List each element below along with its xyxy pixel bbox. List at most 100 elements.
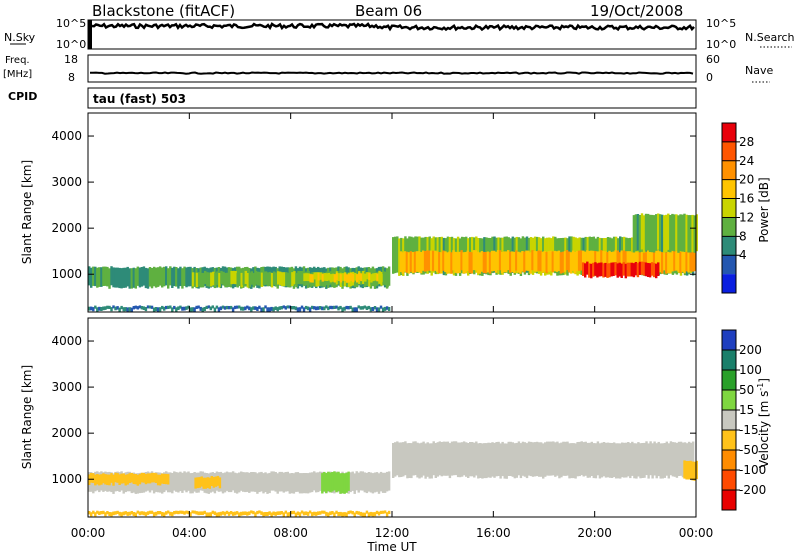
vel-cell: [552, 441, 555, 476]
power-cell: [434, 250, 437, 271]
power-cell: [274, 306, 277, 310]
vel-cell: [687, 461, 690, 480]
vel-cell: [278, 511, 281, 515]
vel-cell: [546, 441, 549, 476]
power-cell: [612, 262, 615, 276]
power-cell: [474, 250, 478, 271]
power-cell: [214, 272, 217, 288]
power-cell: [555, 251, 559, 272]
vel-cell: [292, 473, 296, 494]
vel-cell: [310, 472, 314, 493]
power-cell: [266, 272, 270, 287]
power-cell: [341, 307, 344, 312]
power-cell: [260, 272, 264, 287]
power-cell: [377, 307, 381, 312]
vel-cell: [308, 472, 312, 493]
beam-title: Beam 06: [355, 2, 422, 20]
power-cell: [327, 306, 330, 311]
power-cell: [385, 306, 389, 310]
vel-cell: [655, 443, 658, 479]
colorbar-swatch: [722, 370, 736, 390]
power-cell: [620, 263, 623, 278]
power-cell: [636, 214, 640, 251]
power-cell: [108, 305, 111, 309]
power-cell: [368, 272, 371, 280]
vel-cell: [214, 476, 218, 487]
colorbar-tick-label: 8: [739, 229, 747, 243]
power-cell: [644, 213, 648, 251]
vel-cell: [148, 510, 152, 514]
vel-cell: [298, 473, 302, 494]
vel-cell: [689, 460, 692, 480]
power-cell: [193, 307, 196, 312]
power-cell: [88, 266, 91, 286]
vel-cell: [592, 443, 596, 479]
power-cell: [276, 307, 279, 312]
vel-cell: [167, 510, 170, 514]
vel-cell: [229, 472, 233, 493]
power-cell: [626, 262, 630, 277]
power-cell: [559, 252, 563, 274]
power-ytick-label: 3000: [51, 175, 82, 189]
vel-cell: [110, 473, 113, 483]
power-cell: [195, 305, 198, 309]
vel-cell: [260, 471, 263, 492]
vel-cell: [191, 473, 194, 494]
power-cell: [693, 215, 696, 253]
power-cell: [240, 272, 243, 288]
power-cell: [136, 306, 140, 310]
power-cell: [163, 306, 166, 311]
power-cell: [102, 266, 105, 286]
power-cell: [173, 266, 176, 287]
vel-cell: [345, 512, 348, 517]
power-ylabel: Slant Range [km]: [20, 160, 34, 264]
power-cell: [430, 250, 433, 271]
power-cell: [582, 250, 585, 271]
vel-cell: [357, 511, 360, 515]
power-cell: [120, 305, 123, 310]
colorbar-tick-label: -200: [739, 483, 766, 497]
power-cell: [154, 267, 158, 288]
vel-cell: [353, 473, 356, 494]
vel-cell: [590, 441, 594, 476]
power-cell: [124, 267, 127, 288]
power-cell: [675, 250, 678, 271]
vel-cell: [126, 474, 129, 485]
vel-cell: [208, 477, 212, 489]
vel-cell: [424, 443, 427, 479]
power-cell: [138, 267, 142, 288]
time-tick-label: 04:00: [172, 526, 207, 540]
power-cell: [288, 305, 292, 309]
vel-cell: [122, 473, 125, 494]
vel-cell: [375, 472, 379, 492]
colorbar-tick-label: -50: [739, 443, 759, 457]
vel-cell: [377, 511, 381, 516]
time-tick-label: 20:00: [577, 526, 612, 540]
vel-cell: [602, 442, 606, 477]
vel-cell: [175, 472, 178, 492]
power-cell: [380, 273, 383, 283]
power-cell: [337, 306, 340, 311]
vel-cell: [627, 442, 630, 477]
power-cell: [254, 306, 257, 310]
power-cell: [351, 307, 354, 312]
vel-cell: [102, 510, 105, 515]
vel-cell: [566, 441, 569, 476]
power-cell: [683, 252, 686, 274]
power-cell: [685, 214, 688, 252]
power-cell: [478, 252, 482, 274]
vel-cell: [637, 442, 640, 477]
power-cell: [156, 267, 160, 287]
power-cell: [496, 250, 500, 271]
vel-cell: [140, 472, 144, 493]
vel-cell: [294, 512, 298, 517]
power-cell: [295, 272, 298, 288]
power-cell: [138, 305, 142, 309]
cpid-label: CPID: [8, 90, 37, 103]
power-cell: [618, 262, 621, 277]
vel-cell: [302, 473, 306, 494]
power-cell: [480, 251, 484, 272]
power-cell: [128, 307, 131, 312]
vel-cell: [286, 512, 290, 517]
vel-cell: [578, 441, 581, 477]
